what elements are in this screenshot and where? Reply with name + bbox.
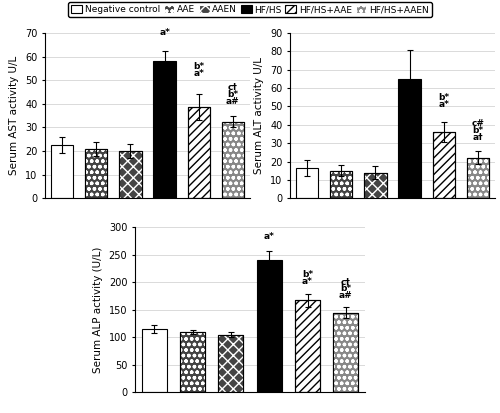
Bar <box>330 171 352 198</box>
Bar <box>432 132 455 198</box>
Bar <box>364 173 386 198</box>
Text: c†: c† <box>341 278 351 287</box>
Text: b*: b* <box>302 270 313 279</box>
Text: c#: c# <box>472 119 484 128</box>
Text: a*: a* <box>264 233 274 242</box>
Bar <box>222 121 244 198</box>
Bar <box>120 151 142 198</box>
Bar <box>364 173 386 198</box>
Text: b*: b* <box>438 93 450 102</box>
Text: a†: a† <box>472 133 483 142</box>
Text: a*: a* <box>438 100 449 109</box>
Bar <box>188 107 210 198</box>
Bar <box>120 151 142 198</box>
Text: a#: a# <box>226 97 239 106</box>
Bar <box>256 260 281 392</box>
Bar <box>432 132 455 198</box>
Bar <box>334 313 358 392</box>
Bar <box>432 132 455 198</box>
Text: a*: a* <box>159 28 170 37</box>
Text: a*: a* <box>404 9 415 18</box>
Bar <box>334 313 358 392</box>
Bar <box>120 151 142 198</box>
Bar <box>218 335 244 392</box>
Text: b*: b* <box>472 126 484 135</box>
Bar <box>467 158 489 198</box>
Text: a*: a* <box>194 69 204 78</box>
Bar <box>85 149 108 198</box>
Bar <box>218 335 244 392</box>
Bar <box>222 121 244 198</box>
Bar <box>334 313 358 392</box>
Bar <box>188 107 210 198</box>
Bar <box>295 300 320 392</box>
Text: b*: b* <box>228 90 238 99</box>
Y-axis label: Serum ALT activity U/L: Serum ALT activity U/L <box>254 57 264 174</box>
Bar <box>296 168 318 198</box>
Bar <box>295 300 320 392</box>
Bar <box>330 171 352 198</box>
Legend: Negative control, AAE, AAEN, HF/HS, HF/HS+AAE, HF/HS+AAEN: Negative control, AAE, AAEN, HF/HS, HF/H… <box>68 2 432 17</box>
Text: c†: c† <box>228 83 238 93</box>
Bar <box>398 79 420 198</box>
Bar <box>85 149 108 198</box>
Bar <box>51 145 73 198</box>
Bar <box>180 332 205 392</box>
Bar <box>467 158 489 198</box>
Bar <box>188 107 210 198</box>
Text: b*: b* <box>340 285 351 294</box>
Y-axis label: Serum ALP activity (U/L): Serum ALP activity (U/L) <box>93 247 103 373</box>
Bar <box>467 158 489 198</box>
Bar <box>154 62 176 198</box>
Bar <box>218 335 244 392</box>
Y-axis label: Serum AST activity U/L: Serum AST activity U/L <box>10 56 20 175</box>
Bar <box>142 329 167 392</box>
Text: a*: a* <box>302 277 313 286</box>
Bar <box>330 171 352 198</box>
Bar <box>180 332 205 392</box>
Text: a#: a# <box>339 292 352 300</box>
Bar <box>180 332 205 392</box>
Text: b*: b* <box>193 62 204 71</box>
Bar <box>85 149 108 198</box>
Bar <box>295 300 320 392</box>
Bar <box>222 121 244 198</box>
Bar <box>364 173 386 198</box>
